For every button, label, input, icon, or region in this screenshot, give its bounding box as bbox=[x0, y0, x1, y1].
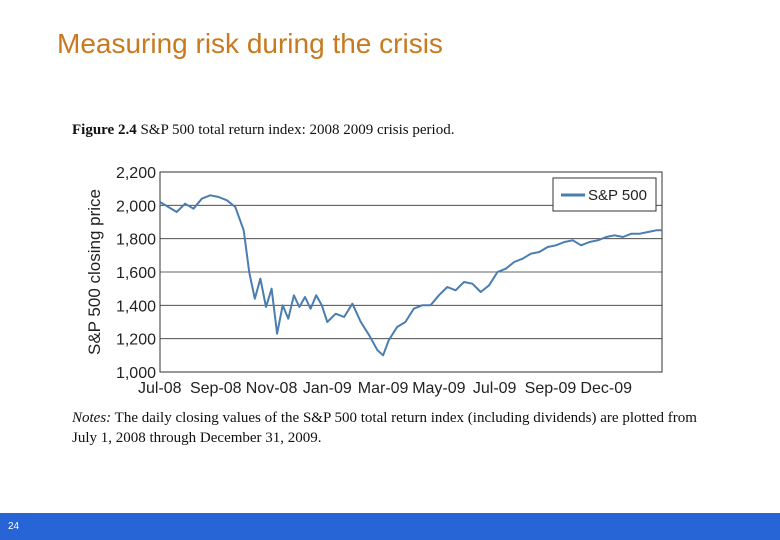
y-tick-label: 2,200 bbox=[116, 165, 156, 182]
series-line-sp500 bbox=[159, 194, 662, 357]
x-tick-label: Dec-09 bbox=[580, 380, 632, 397]
figure-label: Figure 2.4 bbox=[72, 122, 137, 138]
slide-title: Measuring risk during the crisis bbox=[57, 28, 443, 59]
y-tick-label: 1,000 bbox=[116, 365, 156, 382]
y-tick-label: 1,600 bbox=[116, 265, 156, 282]
notes-text: The daily closing values of the S&P 500 … bbox=[72, 410, 697, 446]
x-tick-label: Sep-08 bbox=[190, 380, 242, 397]
figure-caption: Figure 2.4 S&P 500 total return index: 2… bbox=[72, 122, 454, 139]
x-tick-label: May-09 bbox=[412, 380, 465, 397]
x-tick-label: Nov-08 bbox=[246, 380, 298, 397]
notes-label: Notes: bbox=[72, 410, 112, 426]
y-tick-label: 1,800 bbox=[116, 232, 156, 249]
y-tick-label: 1,400 bbox=[116, 298, 156, 315]
sp500-line-chart: 1,000 1,200 1,400 1,600 1,800 2,000 2,200 Jul-0… bbox=[85, 165, 663, 397]
figure-notes: Notes: The daily closing values of the S… bbox=[72, 408, 712, 448]
x-tick-label: Jul-09 bbox=[473, 380, 517, 397]
figure-caption-text: S&P 500 total return index: 2008 2009 cr… bbox=[140, 122, 455, 138]
x-tick-label: Jan-09 bbox=[303, 380, 352, 397]
x-tick-label: Jul-08 bbox=[138, 380, 182, 397]
y-axis-label: S&P 500 closing price bbox=[85, 189, 104, 355]
page-number: 24 bbox=[8, 521, 20, 532]
y-tick-label: 2,000 bbox=[116, 198, 156, 215]
y-tick-label: 1,200 bbox=[116, 332, 156, 349]
footer-bar: 24 bbox=[0, 513, 780, 540]
legend-label: S&P 500 bbox=[588, 187, 647, 204]
x-tick-label: Mar-09 bbox=[358, 380, 409, 397]
x-tick-label: Sep-09 bbox=[525, 380, 577, 397]
